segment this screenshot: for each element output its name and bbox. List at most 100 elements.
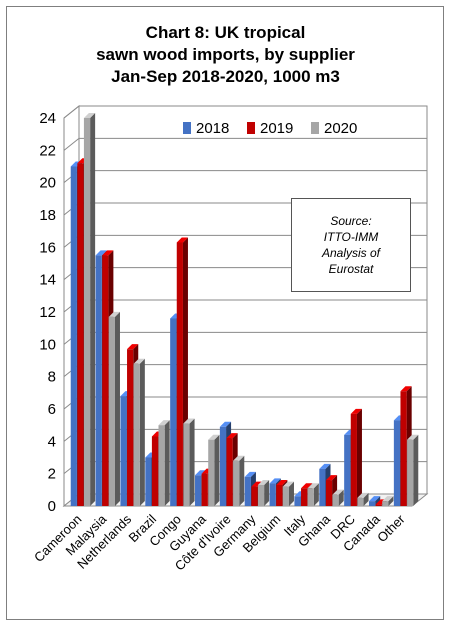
bar-top — [407, 434, 419, 440]
bar-side — [264, 479, 270, 506]
bar-2019-1 — [102, 255, 109, 506]
bar-2018-12 — [369, 501, 376, 506]
bar-side — [338, 489, 344, 506]
y-tick-label: 6 — [48, 401, 56, 418]
bar-2020-7 — [257, 484, 265, 506]
bar-top — [382, 496, 394, 502]
bar-2018-9 — [294, 496, 301, 506]
legend-label-2020: 2020 — [324, 120, 357, 137]
y-tick-label: 4 — [48, 433, 56, 450]
bar-2018-0 — [70, 166, 77, 506]
y-tick-label: 8 — [48, 369, 56, 386]
bar-2019-8 — [276, 484, 283, 506]
bar-2020-10 — [332, 494, 339, 506]
bar-2020-12 — [382, 501, 389, 506]
y-tick-label: 16 — [39, 239, 56, 256]
bar-side — [164, 420, 170, 506]
bar-2020-13 — [407, 439, 414, 506]
bar-top — [208, 434, 220, 440]
bar-2020-6 — [233, 460, 240, 506]
bar-2020-3 — [158, 425, 165, 506]
y-tick-label: 24 — [39, 110, 56, 127]
bar-side — [388, 496, 394, 506]
y-tick-label: 10 — [39, 336, 56, 353]
y-tick-label: 22 — [39, 142, 56, 159]
legend-label-2019: 2019 — [260, 120, 293, 137]
bar-2018-10 — [319, 468, 326, 506]
bar-2019-7 — [251, 486, 258, 506]
y-tick-label: 18 — [39, 207, 56, 224]
bar-top — [369, 496, 381, 502]
bar-2018-11 — [344, 434, 351, 506]
bar-top — [282, 481, 294, 487]
bar-2020-9 — [307, 488, 314, 506]
bar-top — [332, 489, 344, 495]
y-tick-label: 2 — [48, 466, 56, 483]
bar-2019-3 — [151, 436, 159, 506]
bar-2018-13 — [393, 420, 401, 506]
y-tick-label: 0 — [48, 498, 56, 515]
bar-side — [239, 455, 245, 506]
bar-top — [350, 408, 362, 414]
bar-side — [363, 492, 369, 506]
bar-2019-12 — [375, 504, 382, 506]
bar-top — [269, 478, 281, 484]
bar-top — [226, 433, 238, 439]
y-tick-label: 20 — [39, 175, 56, 192]
bar-top — [176, 237, 188, 243]
legend-swatch-2020 — [311, 122, 319, 134]
bar-2018-3 — [145, 457, 152, 506]
bar-2018-7 — [244, 476, 251, 506]
bar-top — [195, 470, 207, 476]
bar-top — [219, 421, 232, 427]
bar-2018-2 — [120, 396, 127, 506]
bar-2020-5 — [208, 439, 215, 506]
bar-top — [244, 471, 256, 477]
bar-2020-11 — [357, 497, 364, 506]
bar-2019-4 — [176, 242, 183, 506]
bar-top — [133, 358, 145, 364]
bar-side — [413, 434, 419, 506]
bar-2018-6 — [219, 426, 227, 506]
bar-top — [257, 479, 270, 485]
bar-2019-2 — [127, 349, 134, 506]
bar-2020-2 — [133, 363, 140, 506]
bar-2019-13 — [400, 391, 407, 506]
bar-top — [301, 483, 313, 489]
bar-top — [319, 463, 331, 469]
bar-2020-8 — [282, 486, 289, 506]
bar-side — [114, 311, 120, 506]
bar-2018-4 — [170, 318, 177, 506]
legend-swatch-2019 — [247, 122, 255, 134]
bar-2019-10 — [325, 480, 333, 506]
bar-side — [313, 483, 319, 506]
bar-top — [102, 250, 114, 256]
bar-2019-5 — [201, 473, 208, 506]
bar-top — [276, 479, 288, 485]
bar-2020-4 — [183, 423, 190, 506]
bar-2019-11 — [350, 413, 357, 506]
bar-2018-1 — [95, 255, 102, 506]
bar-2019-0 — [77, 163, 84, 506]
bar-2019-6 — [226, 438, 233, 506]
bar-top — [158, 420, 170, 426]
x-tick-label: Other — [374, 511, 408, 545]
bar-top — [95, 250, 107, 256]
gridline — [63, 105, 427, 119]
bar-2019-9 — [301, 488, 308, 506]
y-tick-label: 14 — [39, 272, 56, 289]
source-annotation: Source: ITTO-IMM Analysis of Eurostat — [321, 214, 381, 276]
bar-side — [139, 358, 145, 506]
bar-2020-0 — [83, 118, 91, 506]
bar-top — [400, 386, 412, 392]
bar-top — [251, 481, 263, 487]
bar-top — [307, 483, 319, 489]
legend-swatch-2018 — [183, 122, 191, 134]
bar-side — [214, 434, 220, 506]
bar-top — [127, 344, 139, 350]
bar-side — [189, 418, 195, 506]
source-annotation-box: Source: ITTO-IMM Analysis of Eurostat — [291, 198, 411, 292]
bar-top — [357, 492, 369, 498]
gridline — [63, 137, 427, 151]
